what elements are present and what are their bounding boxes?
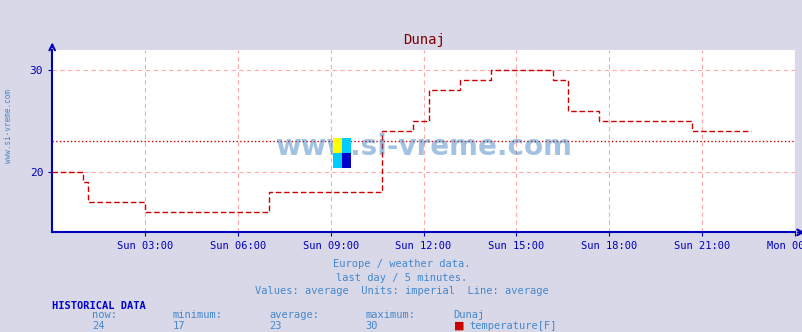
Text: HISTORICAL DATA: HISTORICAL DATA (52, 301, 146, 311)
Text: 30: 30 (365, 321, 378, 331)
Text: minimum:: minimum: (172, 310, 222, 320)
Text: Europe / weather data.: Europe / weather data. (332, 259, 470, 269)
Text: 17: 17 (172, 321, 185, 331)
Text: Values: average  Units: imperial  Line: average: Values: average Units: imperial Line: av… (254, 286, 548, 296)
Text: temperature[F]: temperature[F] (469, 321, 557, 331)
Text: ■: ■ (453, 321, 464, 331)
Text: www.si-vreme.com: www.si-vreme.com (275, 132, 571, 161)
Text: www.si-vreme.com: www.si-vreme.com (3, 89, 13, 163)
Text: last day / 5 minutes.: last day / 5 minutes. (335, 273, 467, 283)
Bar (333, 138, 342, 153)
Text: Dunaj: Dunaj (453, 310, 484, 320)
Bar (333, 153, 342, 168)
Text: 24: 24 (92, 321, 105, 331)
Text: 23: 23 (269, 321, 282, 331)
Text: average:: average: (269, 310, 318, 320)
Bar (342, 153, 350, 168)
Bar (342, 138, 350, 153)
Text: now:: now: (92, 310, 117, 320)
Title: Dunaj: Dunaj (402, 33, 444, 47)
Text: maximum:: maximum: (365, 310, 415, 320)
